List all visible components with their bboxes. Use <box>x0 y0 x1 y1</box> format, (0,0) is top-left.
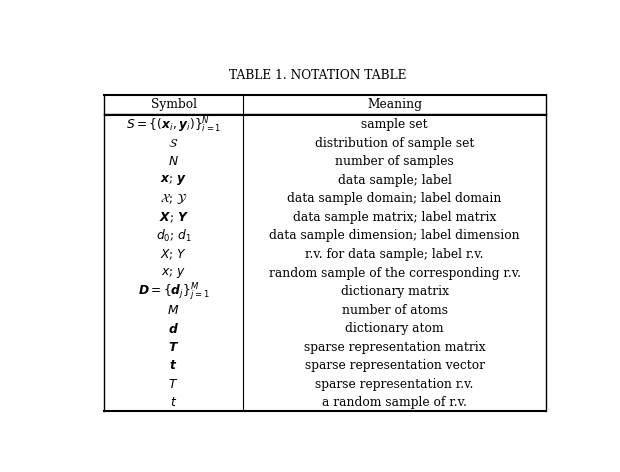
Text: $\mathcal{S}$: $\mathcal{S}$ <box>169 137 179 150</box>
Bar <box>104 95 546 411</box>
Text: $T$: $T$ <box>169 378 179 391</box>
Text: dictionary matrix: dictionary matrix <box>340 285 449 298</box>
Text: Symbol: Symbol <box>151 98 197 111</box>
Text: dictionary atom: dictionary atom <box>345 322 444 335</box>
Text: $\boldsymbol{X}$; $\boldsymbol{Y}$: $\boldsymbol{X}$; $\boldsymbol{Y}$ <box>159 210 188 225</box>
Text: a random sample of r.v.: a random sample of r.v. <box>322 396 467 409</box>
Text: $X$; $Y$: $X$; $Y$ <box>160 247 187 262</box>
Text: number of atoms: number of atoms <box>342 303 448 317</box>
Text: $\boldsymbol{T}$: $\boldsymbol{T}$ <box>168 341 179 354</box>
Text: $M$: $M$ <box>167 303 180 317</box>
Text: random sample of the corresponding r.v.: random sample of the corresponding r.v. <box>268 267 521 279</box>
Text: $\boldsymbol{t}$: $\boldsymbol{t}$ <box>169 359 178 372</box>
Text: data sample domain; label domain: data sample domain; label domain <box>288 193 502 205</box>
Text: sample set: sample set <box>361 118 428 131</box>
Text: distribution of sample set: distribution of sample set <box>315 137 474 150</box>
Text: $\mathcal{X}$; $\mathcal{Y}$: $\mathcal{X}$; $\mathcal{Y}$ <box>160 192 187 206</box>
Text: sparse representation r.v.: sparse representation r.v. <box>316 378 474 391</box>
Text: data sample; label: data sample; label <box>338 174 451 187</box>
Text: $t$: $t$ <box>170 396 177 409</box>
Text: data sample dimension; label dimension: data sample dimension; label dimension <box>269 229 520 243</box>
Text: number of samples: number of samples <box>335 155 454 169</box>
Text: Meaning: Meaning <box>367 98 422 111</box>
Text: TABLE 1. NOTATION TABLE: TABLE 1. NOTATION TABLE <box>229 69 407 82</box>
Text: $N$: $N$ <box>168 155 179 169</box>
Text: $x$; $y$: $x$; $y$ <box>161 266 186 280</box>
Text: data sample matrix; label matrix: data sample matrix; label matrix <box>293 211 496 224</box>
Text: $S = \{(\boldsymbol{x}_i, \boldsymbol{y}_i)\}_{i=1}^{N}$: $S = \{(\boldsymbol{x}_i, \boldsymbol{y}… <box>126 115 221 135</box>
Text: sparse representation vector: sparse representation vector <box>304 359 485 372</box>
Text: $\boldsymbol{x}$; $\boldsymbol{y}$: $\boldsymbol{x}$; $\boldsymbol{y}$ <box>160 173 187 187</box>
Text: r.v. for data sample; label r.v.: r.v. for data sample; label r.v. <box>305 248 484 261</box>
Text: $d_0$; $d_1$: $d_0$; $d_1$ <box>156 228 192 244</box>
Text: sparse representation matrix: sparse representation matrix <box>304 341 485 354</box>
Text: $\boldsymbol{d}$: $\boldsymbol{d}$ <box>168 322 179 336</box>
Text: $\boldsymbol{D} = \{\boldsymbol{d}_j\}_{j=1}^{M}$: $\boldsymbol{D} = \{\boldsymbol{d}_j\}_{… <box>138 280 210 303</box>
